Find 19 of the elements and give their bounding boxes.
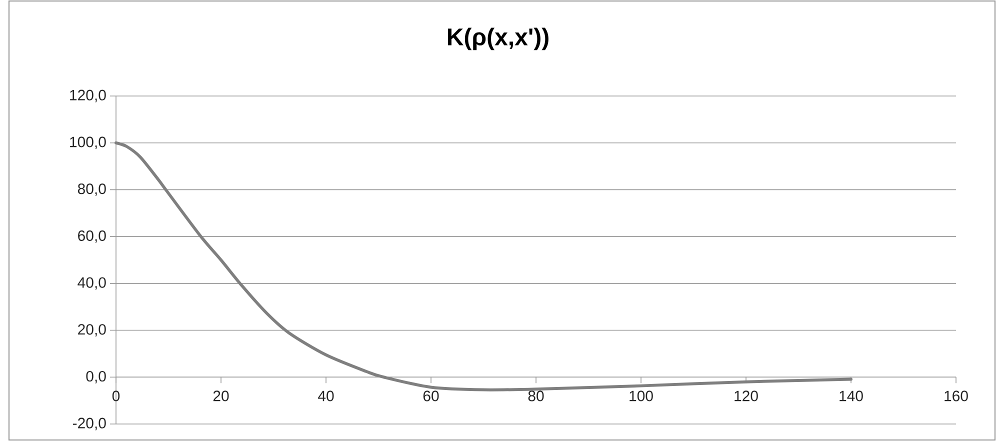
x-tick-label: 120 <box>734 390 758 402</box>
y-tick-label: 120,0 <box>70 90 106 102</box>
x-tick-label: 140 <box>840 390 863 402</box>
y-tick-label: 80,0 <box>78 184 106 196</box>
x-tick-label: 20 <box>213 390 229 402</box>
y-tick-label: -20,0 <box>72 418 106 430</box>
x-tick-label: 160 <box>944 390 968 402</box>
chart-title: K(ρ(x,x')) <box>448 28 548 50</box>
y-tick-label: 40,0 <box>78 277 106 290</box>
line-series <box>114 141 853 392</box>
y-tick-label: 20,0 <box>78 324 106 336</box>
x-tick-label: 80 <box>528 390 544 402</box>
y-tick-label: 60,0 <box>78 230 106 243</box>
x-tick-label: 60 <box>423 390 439 402</box>
y-tick-label: 0,0 <box>86 370 106 384</box>
y-tick-label: 100,0 <box>70 136 106 150</box>
x-tick-label: 100 <box>630 390 653 402</box>
x-tick-label: 40 <box>318 390 334 402</box>
x-tick-label: 0 <box>112 390 120 402</box>
